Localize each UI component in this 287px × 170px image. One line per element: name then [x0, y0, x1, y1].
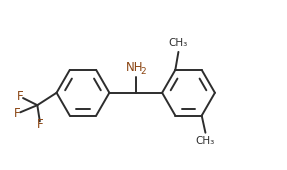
Text: F: F — [17, 90, 24, 103]
Text: F: F — [37, 118, 44, 131]
Text: NH: NH — [125, 61, 143, 74]
Text: CH₃: CH₃ — [196, 136, 215, 146]
Text: CH₃: CH₃ — [169, 38, 188, 48]
Text: 2: 2 — [141, 67, 146, 76]
Text: F: F — [14, 107, 20, 120]
